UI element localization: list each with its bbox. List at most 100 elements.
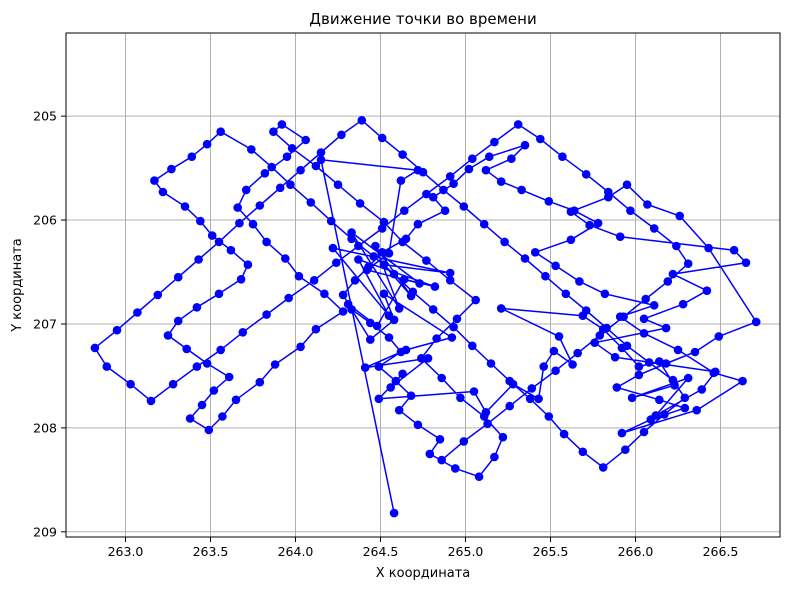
data-point: [163, 331, 173, 340]
data-point: [187, 152, 197, 161]
y-tick-label: 206: [33, 213, 57, 228]
data-point: [413, 219, 423, 229]
data-point: [483, 419, 492, 429]
data-point: [575, 277, 584, 286]
data-point: [675, 211, 684, 221]
data-point: [738, 376, 747, 386]
data-point: [471, 295, 481, 305]
data-point: [366, 318, 375, 328]
data-point: [692, 405, 701, 415]
data-point: [430, 282, 440, 291]
data-point: [439, 185, 448, 195]
data-point: [520, 140, 530, 150]
data-point: [389, 508, 399, 518]
data-point: [400, 206, 409, 215]
data-point: [464, 164, 474, 174]
data-point: [287, 144, 297, 153]
data-point: [496, 304, 506, 313]
data-point: [207, 231, 217, 240]
data-point: [350, 276, 360, 285]
data-point: [447, 333, 457, 342]
data-point: [655, 395, 664, 405]
data-point: [639, 329, 649, 338]
data-point: [437, 455, 447, 465]
data-point: [146, 396, 156, 406]
x-tick-label: 263.5: [193, 544, 229, 559]
data-point: [578, 447, 588, 457]
data-point: [413, 420, 423, 430]
data-point: [422, 189, 431, 199]
data-point: [377, 133, 387, 143]
data-point: [180, 202, 190, 211]
series-line: [94, 119, 757, 514]
data-point: [490, 452, 499, 462]
data-point: [355, 199, 365, 208]
data-point: [678, 299, 688, 309]
x-tick-label: 263.0: [108, 544, 144, 559]
data-point: [451, 464, 460, 473]
data-point: [418, 167, 428, 177]
data-point: [673, 345, 683, 355]
data-point: [496, 177, 506, 186]
data-point: [435, 435, 445, 444]
data-point: [398, 369, 407, 379]
data-point: [364, 262, 373, 272]
x-tick-label: 264.0: [278, 544, 314, 559]
x-tick-label: 265.5: [533, 544, 569, 559]
data-point: [400, 275, 409, 284]
data-point: [590, 338, 599, 348]
data-point: [474, 472, 484, 482]
grid-lines: [66, 33, 780, 537]
data-point: [396, 347, 406, 357]
data-point: [267, 162, 277, 172]
x-axis: 263.0 263.5 264.0 264.5 265.0 265.5 266.0 266.5: [108, 537, 739, 559]
data-point: [639, 314, 649, 324]
y-axis-label: Y координата: [10, 238, 25, 333]
x-tick-label: 264.5: [363, 544, 399, 559]
data-point: [517, 185, 526, 195]
data-point: [306, 198, 316, 207]
data-point: [485, 152, 494, 161]
data-point: [445, 268, 455, 278]
data-point: [90, 343, 100, 353]
data-point: [284, 293, 294, 303]
data-point: [551, 366, 560, 376]
data-point: [214, 237, 224, 247]
data-point: [197, 400, 207, 410]
data-point: [374, 394, 384, 404]
data-point: [338, 290, 348, 300]
data-point: [126, 379, 135, 389]
data-point: [216, 345, 225, 355]
data-point: [702, 286, 712, 296]
data-point: [621, 445, 630, 455]
data-point: [209, 386, 219, 395]
data-point: [459, 437, 469, 446]
data-point: [347, 305, 356, 314]
data-point: [646, 415, 656, 424]
data-point: [612, 383, 622, 392]
data-point: [338, 307, 348, 316]
data-point: [549, 346, 559, 356]
data-point: [192, 303, 202, 312]
data-point: [214, 289, 224, 299]
data-point: [224, 372, 234, 382]
data-point: [417, 354, 426, 363]
data-point: [238, 328, 248, 337]
data-point: [394, 405, 404, 415]
data-point: [440, 206, 450, 215]
data-point: [558, 152, 567, 161]
x-tick-label: 266.5: [703, 544, 739, 559]
data-point: [456, 393, 465, 403]
data-point: [269, 127, 278, 136]
data-point: [379, 289, 389, 299]
data-point: [391, 376, 401, 386]
data-point: [660, 410, 669, 419]
data-point: [655, 357, 664, 366]
data-point: [554, 332, 564, 341]
data-point: [617, 428, 627, 438]
data-point: [150, 176, 159, 185]
data-point: [286, 180, 295, 189]
data-point: [622, 341, 632, 351]
data-point: [534, 394, 543, 404]
data-point: [326, 216, 336, 226]
